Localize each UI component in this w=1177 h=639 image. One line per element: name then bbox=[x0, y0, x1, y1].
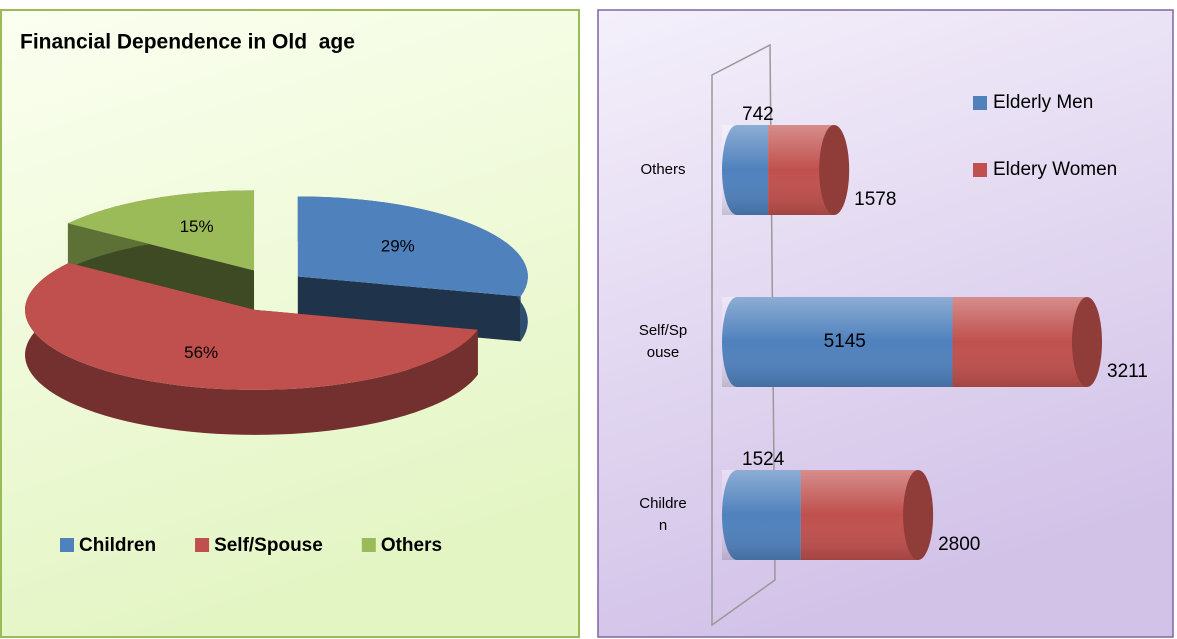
legend-swatch bbox=[195, 538, 210, 552]
bar-end bbox=[903, 470, 934, 560]
data-label: 29% bbox=[381, 237, 415, 256]
bar-end bbox=[819, 125, 850, 215]
chart-title: Financial Dependence in Old age bbox=[20, 31, 355, 54]
category-label: Self/Spouse bbox=[638, 322, 688, 361]
slice bbox=[297, 196, 528, 297]
legend-swatch bbox=[60, 538, 74, 552]
bar-shade bbox=[800, 470, 919, 560]
legend-label: Eldery Women bbox=[993, 159, 1117, 180]
axis-plane bbox=[711, 43, 776, 627]
bar-shade bbox=[722, 470, 801, 560]
slice bbox=[67, 190, 255, 271]
data-label: 742 bbox=[742, 104, 774, 125]
data-label: 2800 bbox=[938, 534, 980, 555]
data-label: 15% bbox=[180, 217, 214, 236]
data-label: 1524 bbox=[742, 449, 785, 470]
bar-shade bbox=[722, 297, 953, 387]
legend-label: Children bbox=[79, 535, 156, 556]
data-label: 56% bbox=[184, 343, 218, 362]
data-label: 3211 bbox=[1107, 361, 1148, 382]
category-label: Children bbox=[639, 495, 687, 534]
legend-label: Self/Spouse bbox=[214, 535, 323, 556]
bar-end bbox=[1072, 297, 1102, 387]
category-label: Others bbox=[640, 161, 686, 178]
bar-shade bbox=[722, 125, 769, 215]
legend-swatch bbox=[973, 163, 987, 177]
legend-label: Others bbox=[381, 535, 442, 556]
legend-swatch bbox=[361, 538, 376, 552]
data-label: 5145 bbox=[824, 331, 866, 352]
legend-swatch bbox=[973, 96, 987, 110]
data-label: 1578 bbox=[854, 189, 896, 210]
slice-wall bbox=[25, 262, 478, 435]
bar-shade bbox=[952, 297, 1087, 387]
slice bbox=[25, 262, 478, 390]
legend-label: Elderly Men bbox=[993, 92, 1093, 113]
